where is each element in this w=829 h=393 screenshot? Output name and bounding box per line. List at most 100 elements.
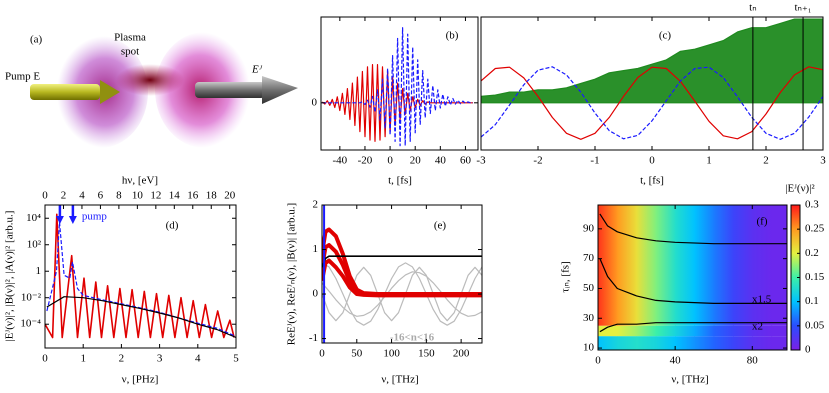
colorbar-tick-label: 0.15 (805, 271, 825, 283)
y-tick-label: 0 (312, 96, 318, 108)
line (322, 262, 482, 326)
panel-label: (a) (30, 34, 43, 46)
heat-cell (771, 205, 787, 326)
heat-cell (675, 336, 695, 350)
panel-label: (c) (659, 30, 672, 42)
x-tick-label: 40 (670, 355, 682, 367)
plot-frame (597, 204, 788, 351)
x-tick-label: 20 (410, 155, 422, 167)
line (599, 258, 787, 304)
heat-cell (752, 325, 773, 337)
heat-cell (598, 205, 618, 326)
plot-frame (320, 16, 479, 151)
heat-cell (733, 325, 753, 337)
line (322, 271, 482, 317)
x2-tick-label: 10 (132, 190, 144, 202)
output-beam (195, 82, 265, 98)
y-tick-label: 10² (27, 238, 42, 250)
heat-cell (771, 325, 787, 337)
colorbar-title: |Eᴶ(ν)|² (785, 183, 815, 195)
output-arrowhead (262, 76, 298, 104)
y-tick-label: 2 (313, 199, 319, 211)
plasma-spot (116, 64, 184, 96)
x2-tick-label: 12 (150, 190, 161, 202)
x2-tick-label: 2 (61, 190, 67, 202)
x-tick-label: 3 (157, 353, 163, 365)
y-tick-label: 30 (583, 312, 595, 324)
annotation: -16<n<16 (390, 332, 435, 344)
colorbar-tick-label: 0.25 (805, 223, 825, 235)
heat-cell (713, 325, 734, 337)
heat-cell (617, 205, 638, 326)
x-axis-label: ν, [THz] (381, 374, 418, 386)
x-axis-label: ν, [THz] (671, 374, 708, 386)
heat-cell (694, 325, 715, 337)
x-tick-label: 40 (435, 155, 447, 167)
x-axis-label: t, [fs] (640, 175, 664, 187)
line (599, 322, 787, 333)
heat-cell (655, 205, 676, 326)
x2-tick-label: 18 (206, 190, 218, 202)
line (322, 266, 482, 322)
heat-cell (752, 336, 773, 350)
heat-cell (675, 205, 695, 326)
line (481, 66, 823, 140)
x-tick-label: 0 (387, 155, 393, 167)
x-tick-label: 4 (195, 353, 201, 365)
colorbar-tick-label: 0.05 (805, 319, 825, 331)
line (46, 221, 236, 337)
y-tick-label: 90 (583, 222, 595, 234)
x-tick-label: 80 (747, 355, 759, 367)
pump-arrowhead (100, 80, 120, 104)
x-tick-label: -40 (333, 155, 348, 167)
marker-label: tₙ₊₁ (795, 2, 812, 14)
x-tick-label: 50 (351, 348, 363, 360)
heat-cell (733, 205, 753, 326)
panel-label: (b) (446, 30, 459, 42)
heat-cell (713, 205, 734, 326)
y-tick-label: 10⁻⁴ (20, 318, 41, 330)
output-label: Eᴶ (251, 64, 263, 76)
x-tick-label: -1 (590, 155, 599, 167)
heat-cell (617, 325, 638, 337)
y-axis-label: ReEᴶ(ν), ReEᴶₙ(ν), |B(ν)| [arb.u.] (286, 203, 298, 345)
x-tick-label: 0 (595, 355, 601, 367)
heat-cell (636, 336, 657, 350)
y-tick-label: 10 (583, 342, 595, 354)
x-tick-label: -20 (358, 155, 373, 167)
heat-cell (694, 336, 715, 350)
x-tick-label: 1 (80, 353, 86, 365)
y-tick-label: 10⁴ (26, 212, 41, 224)
colorbar-tick-label: 0.2 (805, 247, 819, 259)
illustration: (a) Plasma spot Pump E Eᴶ (5, 32, 298, 148)
heat-cell (771, 336, 787, 350)
x-axis-label: t, [fs] (388, 175, 412, 187)
heat-cell (733, 336, 753, 350)
x2-tick-label: 20 (224, 190, 236, 202)
plot-frame (321, 204, 483, 344)
curve-label: x2 (752, 321, 763, 333)
x2-tick-label: 6 (98, 190, 104, 202)
y-tick-label: 10⁻² (21, 291, 42, 303)
x-tick-label: 60 (460, 155, 472, 167)
x-tick-label: 2 (763, 155, 769, 167)
x-tick-label: 200 (453, 348, 470, 360)
plasma-label: spot (121, 46, 139, 58)
heat-cell (675, 325, 695, 337)
panel-label: (f) (757, 216, 768, 228)
heat-cell (617, 336, 638, 350)
line (322, 243, 482, 297)
area (481, 18, 823, 104)
colorbar-tick-label: 0.3 (805, 199, 819, 211)
panel-label: (e) (434, 220, 447, 232)
x-tick-label: 3 (820, 155, 826, 167)
line (321, 63, 473, 142)
x-tick-label: 1 (706, 155, 712, 167)
line (599, 213, 787, 245)
line (481, 66, 823, 140)
line (45, 213, 235, 339)
line (322, 258, 482, 298)
panel-label: (d) (166, 220, 179, 232)
heat-cell (694, 205, 715, 326)
